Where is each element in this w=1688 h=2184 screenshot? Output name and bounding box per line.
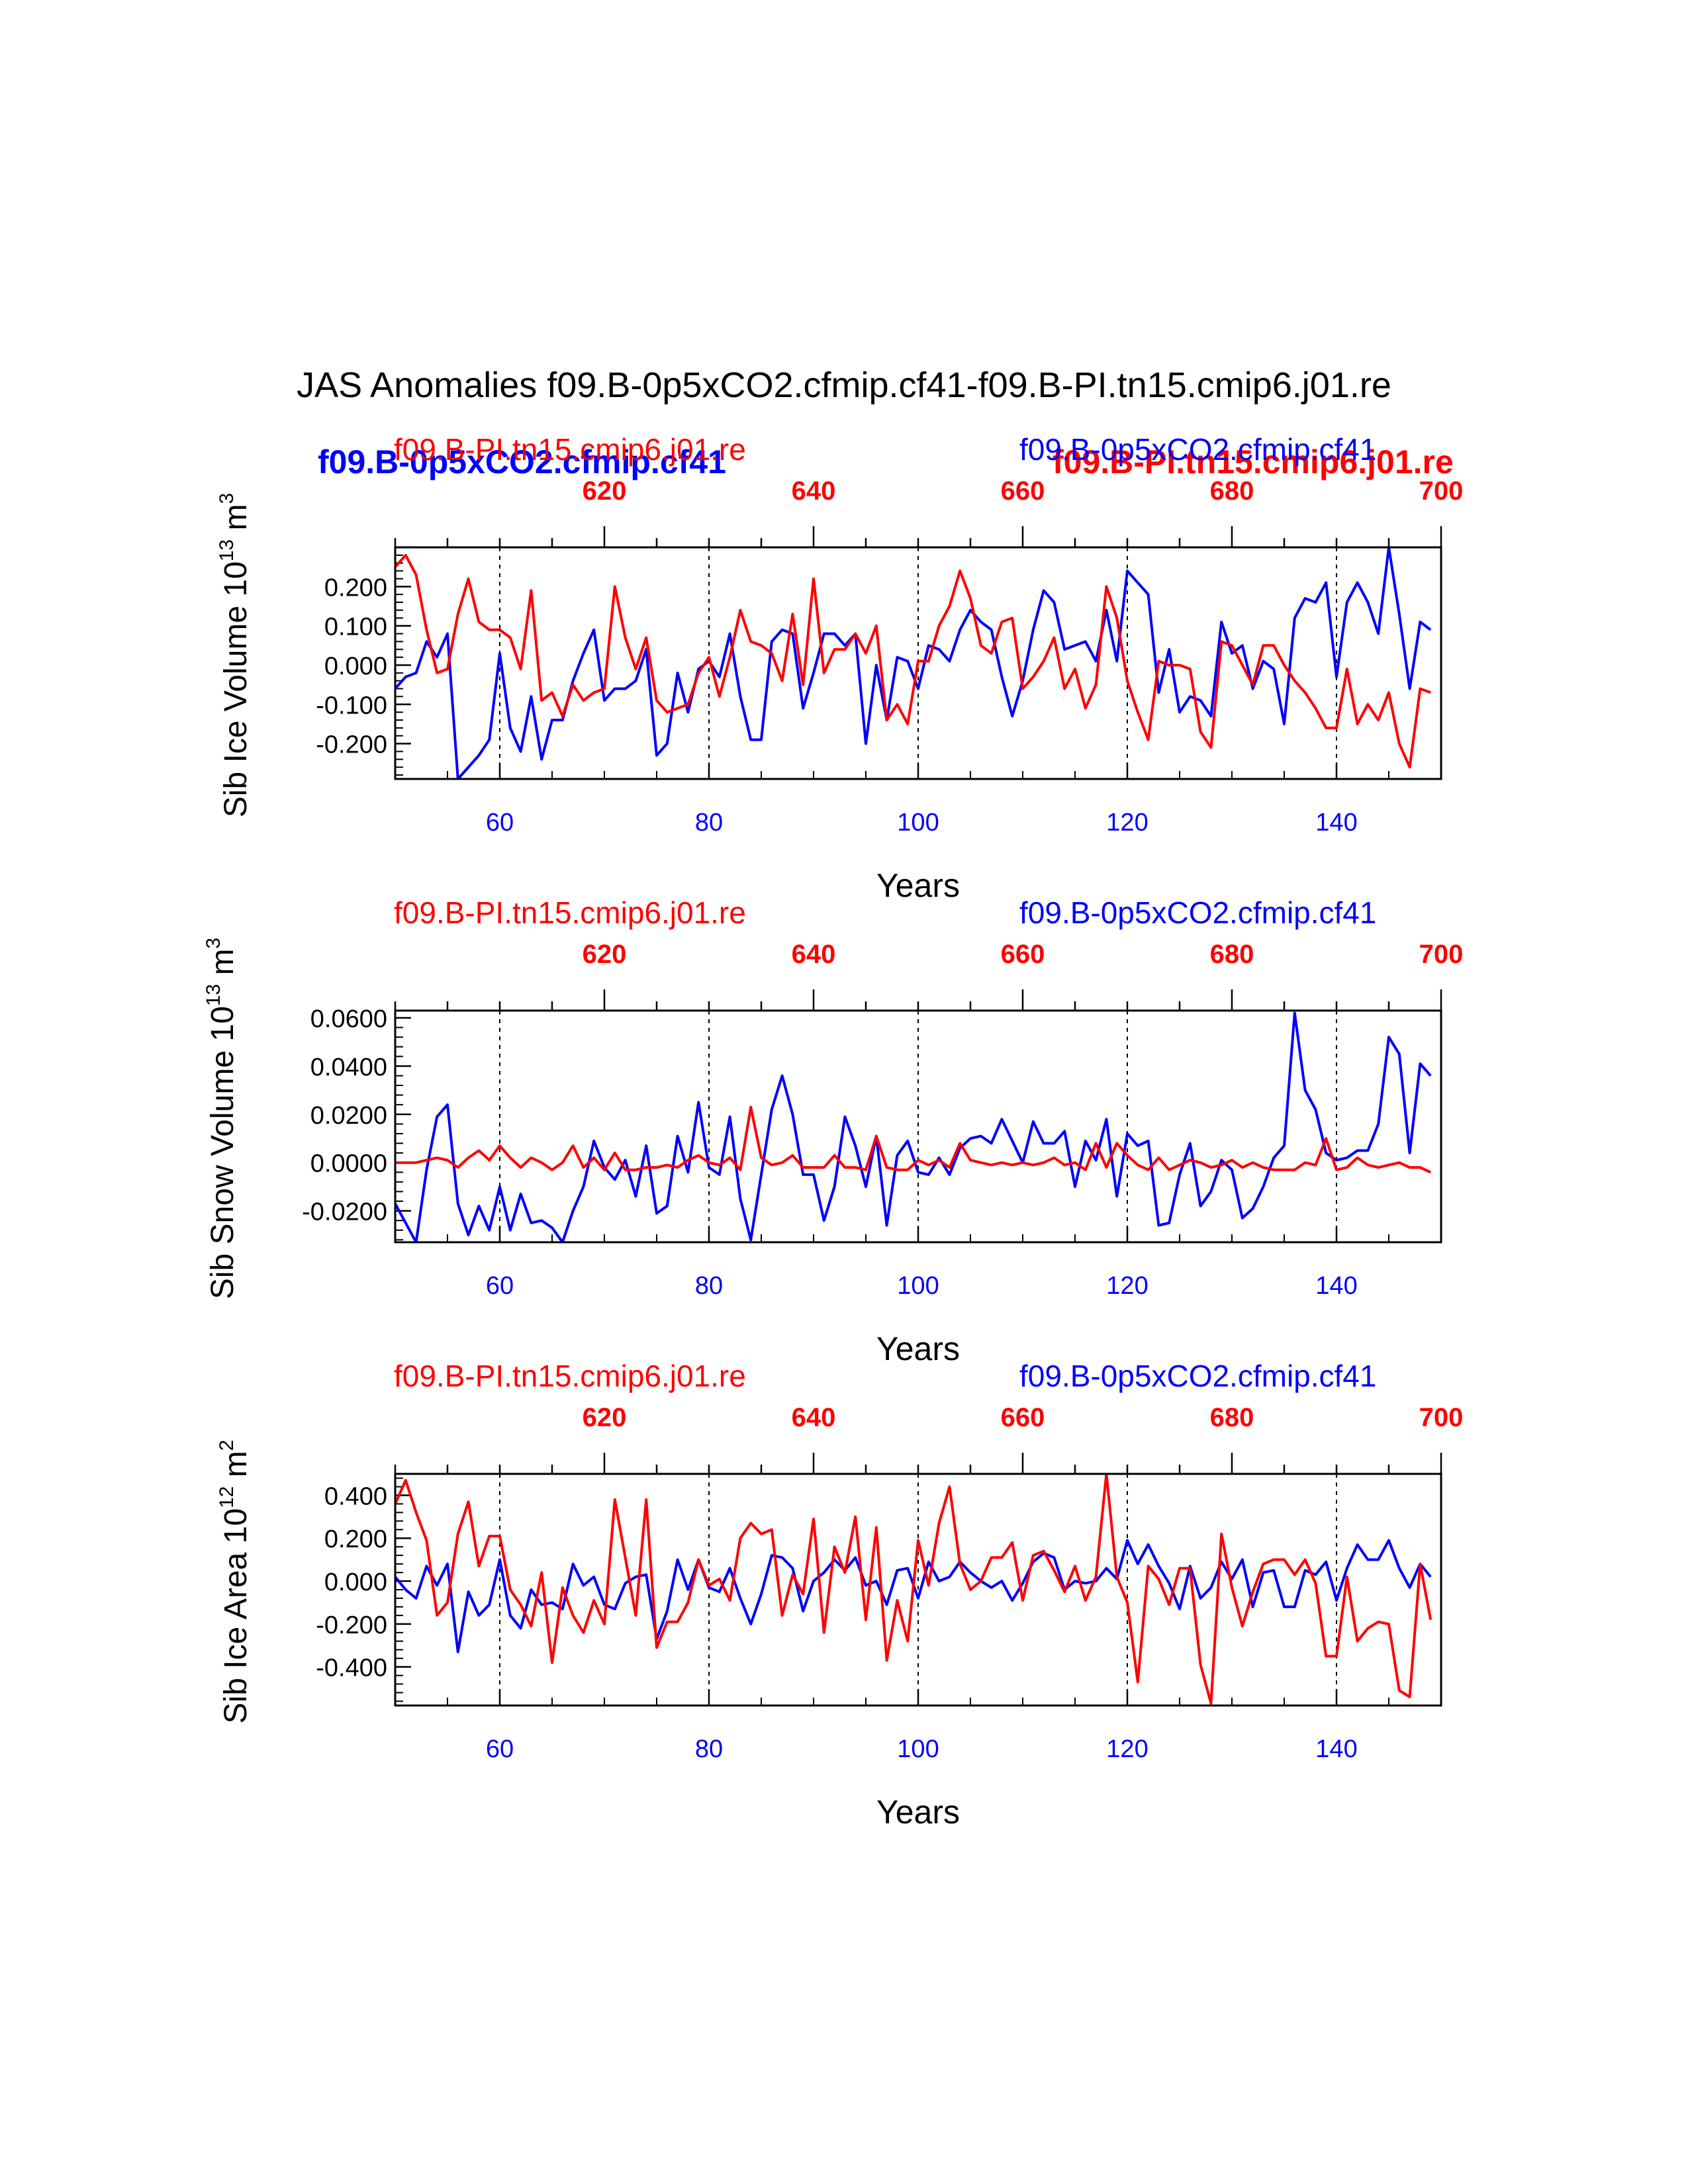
ice-area-panel: f09.B-PI.tn15.cmip6.j01.re f09.B-0p5xCO2…: [216, 1359, 1463, 1831]
ice-area-series-red: [395, 1474, 1432, 1705]
snow-volume-panel: f09.B-PI.tn15.cmip6.j01.re f09.B-0p5xCO2…: [203, 895, 1463, 1367]
ice-area-y-label-unit-exp: 2: [216, 1440, 238, 1451]
ice-area-y-tick-label: -0.200: [316, 1612, 387, 1639]
ice-volume-top-left-label: f09.B-PI.tn15.cmip6.j01.re: [394, 432, 746, 467]
ice-volume-y-label-main: Sib Ice Volume 10: [218, 561, 254, 817]
snow-volume-top-tick-label: 620: [583, 940, 627, 969]
ice-area-top-tick-label: 660: [1001, 1403, 1045, 1432]
snow-volume-top-tick-label: 700: [1419, 940, 1464, 969]
snow-volume-top-right-label: f09.B-0p5xCO2.cfmip.cf41: [1019, 895, 1376, 930]
snow-volume-y-axis-label: Sib Snow Volume 1013 m3: [203, 938, 240, 1299]
figure-title: JAS Anomalies f09.B-0p5xCO2.cfmip.cf41-f…: [297, 365, 1391, 405]
snow-volume-top-tick-label: 660: [1001, 940, 1045, 969]
ice-area-top-tick-label: 700: [1419, 1403, 1464, 1432]
bold-legend-blue: f09.B-0p5xCO2.cfmip.cf41: [318, 443, 726, 480]
ice-area-x-tick-label: 140: [1315, 1735, 1357, 1763]
ice-volume-x-tick-label: 140: [1315, 809, 1357, 837]
ice-area-y-label-main: Sib Ice Area 10: [218, 1508, 254, 1724]
ice-area-x-tick-label: 60: [486, 1735, 514, 1763]
ice-volume-y-label-exp: 13: [216, 539, 238, 561]
ice-volume-y-label-unit: m: [218, 504, 254, 539]
ice-volume-x-tick-label: 120: [1106, 809, 1148, 837]
ice-volume-top-tick-label: 660: [1001, 477, 1045, 506]
snow-volume-top-tick-label: 680: [1210, 940, 1254, 969]
ice-area-top-tick-label: 680: [1210, 1403, 1254, 1432]
ice-volume-panel: f09.B-PI.tn15.cmip6.j01.re f09.B-0p5xCO2…: [216, 432, 1463, 904]
snow-volume-plot-frame: [394, 1009, 1442, 1244]
snow-volume-top-left-label: f09.B-PI.tn15.cmip6.j01.re: [394, 895, 746, 930]
ice-volume-top-right-label: f09.B-0p5xCO2.cfmip.cf41: [1019, 432, 1376, 467]
snow-volume-y-tick-label: 0.0400: [310, 1054, 387, 1081]
snow-volume-y-tick-label: 0.0000: [310, 1150, 387, 1178]
ice-area-y-tick-label: -0.400: [316, 1655, 387, 1682]
ice-area-x-tick-label: 120: [1106, 1735, 1148, 1763]
ice-area-y-label-exp: 12: [216, 1486, 238, 1508]
ice-area-plot-frame: [394, 1473, 1442, 1707]
ice-area-top-tick-label: 620: [583, 1403, 627, 1432]
ice-volume-x-axis-label: Years: [876, 867, 960, 904]
snow-volume-y-tick-label: 0.0600: [310, 1005, 387, 1033]
snow-volume-x-tick-label: 100: [897, 1272, 939, 1300]
ice-area-x-tick-label: 80: [695, 1735, 723, 1763]
ice-volume-y-tick-label: 0.100: [324, 614, 387, 641]
ice-volume-y-tick-label: -0.100: [316, 692, 387, 719]
ice-area-y-tick-label: 0.200: [324, 1525, 387, 1553]
ice-area-top-right-label: f09.B-0p5xCO2.cfmip.cf41: [1019, 1359, 1376, 1393]
ice-area-y-axis-label: Sib Ice Area 1012 m2: [216, 1440, 254, 1724]
snow-volume-y-label-main: Sib Snow Volume 10: [205, 1006, 240, 1299]
snow-volume-x-tick-label: 120: [1106, 1272, 1148, 1300]
snow-volume-x-tick-label: 80: [695, 1272, 723, 1300]
ice-volume-x-tick-label: 60: [486, 809, 514, 837]
ice-volume-plot-frame: [394, 546, 1442, 780]
ice-area-top-tick-label: 640: [792, 1403, 836, 1432]
snow-volume-y-label-exp: 13: [203, 984, 224, 1006]
ice-area-y-label-unit: m: [218, 1451, 254, 1486]
ice-volume-y-axis-label: Sib Ice Volume 1013 m3: [216, 493, 254, 817]
snow-volume-x-tick-label: 60: [486, 1272, 514, 1300]
ice-volume-y-tick-label: 0.000: [324, 653, 387, 680]
ice-volume-series-red: [395, 553, 1431, 769]
snow-volume-y-tick-label: 0.0200: [310, 1102, 387, 1130]
ice-area-y-tick-label: 0.400: [324, 1482, 387, 1510]
ice-volume-top-tick-label: 700: [1419, 477, 1464, 506]
snow-volume-y-tick-label: -0.0200: [302, 1199, 387, 1226]
ice-volume-y-tick-label: 0.200: [324, 574, 387, 602]
ice-area-top-left-label: f09.B-PI.tn15.cmip6.j01.re: [394, 1359, 746, 1393]
ice-area-x-axis-label: Years: [876, 1794, 960, 1831]
ice-volume-top-tick-label: 680: [1210, 477, 1254, 506]
snow-volume-x-axis-label: Years: [876, 1330, 960, 1367]
bold-legend-red: f09.B-PI.tn15.cmip6.j01.re: [1053, 443, 1454, 480]
ice-volume-top-tick-label: 620: [583, 477, 627, 506]
snow-volume-y-label-unit: m: [205, 949, 240, 984]
ice-volume-x-tick-label: 100: [897, 809, 939, 837]
ice-volume-top-tick-label: 640: [792, 477, 836, 506]
snow-volume-top-tick-label: 640: [792, 940, 836, 969]
snow-volume-y-label-unit-exp: 3: [203, 938, 224, 949]
snow-volume-series-red: [395, 1105, 1432, 1174]
ice-volume-y-label-unit-exp: 3: [216, 493, 238, 504]
ice-area-x-tick-label: 100: [897, 1735, 939, 1763]
ice-volume-x-tick-label: 80: [695, 809, 723, 837]
snow-volume-series-blue: [395, 1011, 1432, 1242]
snow-volume-x-tick-label: 140: [1315, 1272, 1357, 1300]
ice-volume-y-tick-label: -0.200: [316, 731, 387, 759]
ice-area-y-tick-label: 0.000: [324, 1569, 387, 1596]
